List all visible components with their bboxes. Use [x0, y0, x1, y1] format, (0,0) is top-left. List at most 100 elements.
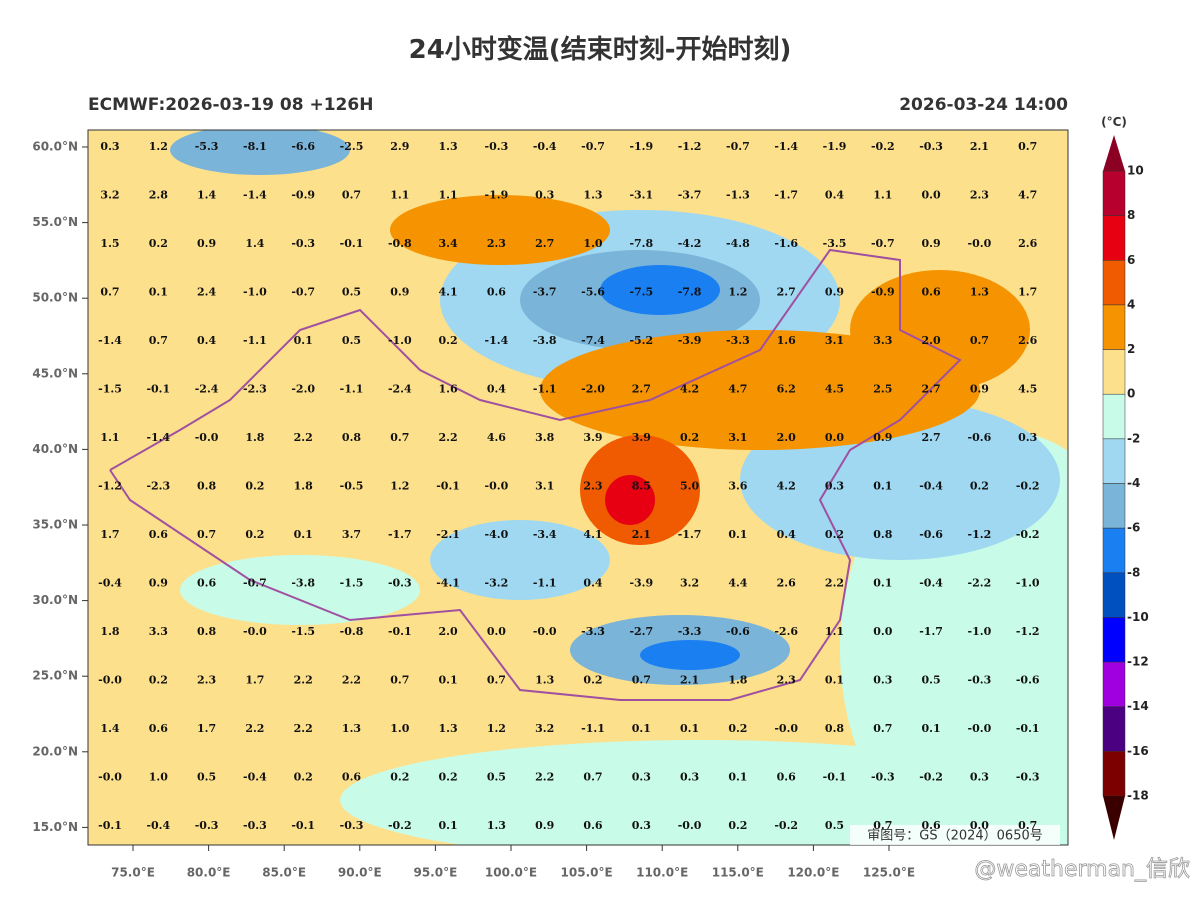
grid-value: -0.3	[485, 140, 509, 153]
lat-label: 55.0°N	[32, 215, 78, 229]
grid-value: 1.7	[197, 722, 216, 735]
grid-value: 1.3	[439, 722, 458, 735]
grid-value: 0.1	[294, 334, 313, 347]
grid-value: 1.3	[342, 722, 361, 735]
grid-value: 4.4	[728, 577, 747, 590]
field-patch	[340, 740, 1060, 845]
grid-value: -0.5	[340, 480, 364, 493]
field-patch	[600, 265, 720, 315]
grid-value: -0.7	[291, 286, 315, 299]
grid-value: 0.2	[149, 674, 168, 687]
grid-value: 0.3	[632, 771, 651, 784]
grid-value: -8.1	[243, 140, 267, 153]
grid-value: -0.3	[388, 577, 412, 590]
grid-value: -1.7	[774, 189, 798, 202]
grid-value: 2.7	[777, 286, 796, 299]
grid-value: -1.1	[340, 383, 364, 396]
grid-value: 0.4	[777, 528, 796, 541]
grid-value: 1.2	[149, 140, 168, 153]
grid-value: -0.0	[243, 625, 267, 638]
grid-value: 1.8	[294, 480, 313, 493]
grid-value: 0.5	[342, 334, 361, 347]
grid-value: 3.9	[632, 431, 651, 444]
grid-value: -1.5	[340, 577, 364, 590]
grid-value: -0.3	[195, 819, 219, 832]
field-patch	[640, 640, 740, 670]
grid-value: 0.9	[873, 431, 892, 444]
grid-value: -1.4	[774, 140, 798, 153]
grid-value: -0.1	[146, 383, 170, 396]
grid-value: 1.1	[825, 625, 844, 638]
colorbar-label: 0	[1127, 387, 1135, 401]
grid-value: -5.3	[195, 140, 219, 153]
lat-label: 45.0°N	[32, 366, 78, 380]
grid-value: -4.1	[436, 577, 460, 590]
lat-label: 40.0°N	[32, 442, 78, 456]
grid-value: 0.8	[197, 480, 216, 493]
colorbar-segment	[1102, 438, 1126, 484]
grid-value: 0.1	[439, 674, 458, 687]
grid-value: -3.1	[629, 189, 653, 202]
grid-value: 2.9	[390, 140, 409, 153]
lon-label: 95.0°E	[413, 866, 457, 880]
grid-value: -3.5	[823, 237, 847, 250]
grid-value: -3.8	[291, 577, 315, 590]
subtitle-right: 2026-03-24 14:00	[899, 95, 1068, 115]
grid-value: 2.3	[197, 674, 216, 687]
grid-value: 2.2	[294, 674, 313, 687]
grid-value: 6.2	[777, 383, 796, 396]
grid-value: -2.0	[291, 383, 315, 396]
map-field	[88, 130, 1068, 845]
colorbar-label: 6	[1127, 253, 1135, 267]
colorbar-segment	[1102, 349, 1126, 395]
grid-value: 0.8	[342, 431, 361, 444]
grid-value: 2.3	[777, 674, 796, 687]
grid-value: -1.2	[98, 480, 122, 493]
grid-value: 3.1	[535, 480, 554, 493]
grid-value: 1.4	[245, 237, 264, 250]
grid-value: -0.4	[243, 771, 267, 784]
grid-value: -2.3	[146, 480, 170, 493]
grid-value: -0.2	[919, 771, 943, 784]
grid-value: -0.3	[919, 140, 943, 153]
grid-value: 2.7	[535, 237, 554, 250]
grid-value: 0.5	[197, 771, 216, 784]
grid-value: 0.1	[680, 722, 699, 735]
grid-value: 4.5	[825, 383, 844, 396]
colorbar-triangle	[1103, 796, 1125, 840]
grid-value: -3.4	[533, 528, 557, 541]
colorbar-label: -12	[1127, 655, 1149, 669]
grid-value: 0.0	[970, 819, 989, 832]
grid-value: 0.2	[245, 528, 264, 541]
grid-value: -0.3	[968, 674, 992, 687]
colorbar: 10 8 6 4 2 0 -2 -4 -6 -8 -10 -12 -14 -16 -18	[1102, 135, 1149, 840]
colorbar-label: -2	[1127, 431, 1140, 445]
lon-label: 125.0°E	[863, 866, 915, 880]
approval-number: 审图号：GS（2024）0650号	[867, 829, 1043, 844]
grid-value: -1.0	[968, 625, 992, 638]
grid-value: 0.6	[149, 528, 168, 541]
grid-value: 4.2	[777, 480, 796, 493]
grid-value: 1.0	[149, 771, 168, 784]
grid-value: -1.0	[1016, 577, 1040, 590]
grid-value: 4.1	[583, 528, 602, 541]
grid-value: -0.1	[340, 237, 364, 250]
watermark: @weatherman_信欣	[974, 857, 1190, 882]
grid-value: -1.5	[98, 383, 122, 396]
grid-value: -1.0	[388, 334, 412, 347]
grid-value: -1.9	[823, 140, 847, 153]
grid-value: -0.1	[1016, 722, 1040, 735]
grid-value: -0.1	[98, 819, 122, 832]
grid-value: 2.0	[777, 431, 796, 444]
grid-value: 3.4	[439, 237, 458, 250]
country-border	[109, 248, 962, 701]
grid-value: 1.3	[583, 189, 602, 202]
grid-value: -0.4	[919, 480, 943, 493]
grid-value: -0.4	[919, 577, 943, 590]
grid-value: 3.2	[680, 577, 699, 590]
colorbar-segment	[1102, 215, 1126, 261]
grid-value: -0.3	[243, 819, 267, 832]
grid-value: -7.4	[581, 334, 605, 347]
grid-value: -2.1	[436, 528, 460, 541]
